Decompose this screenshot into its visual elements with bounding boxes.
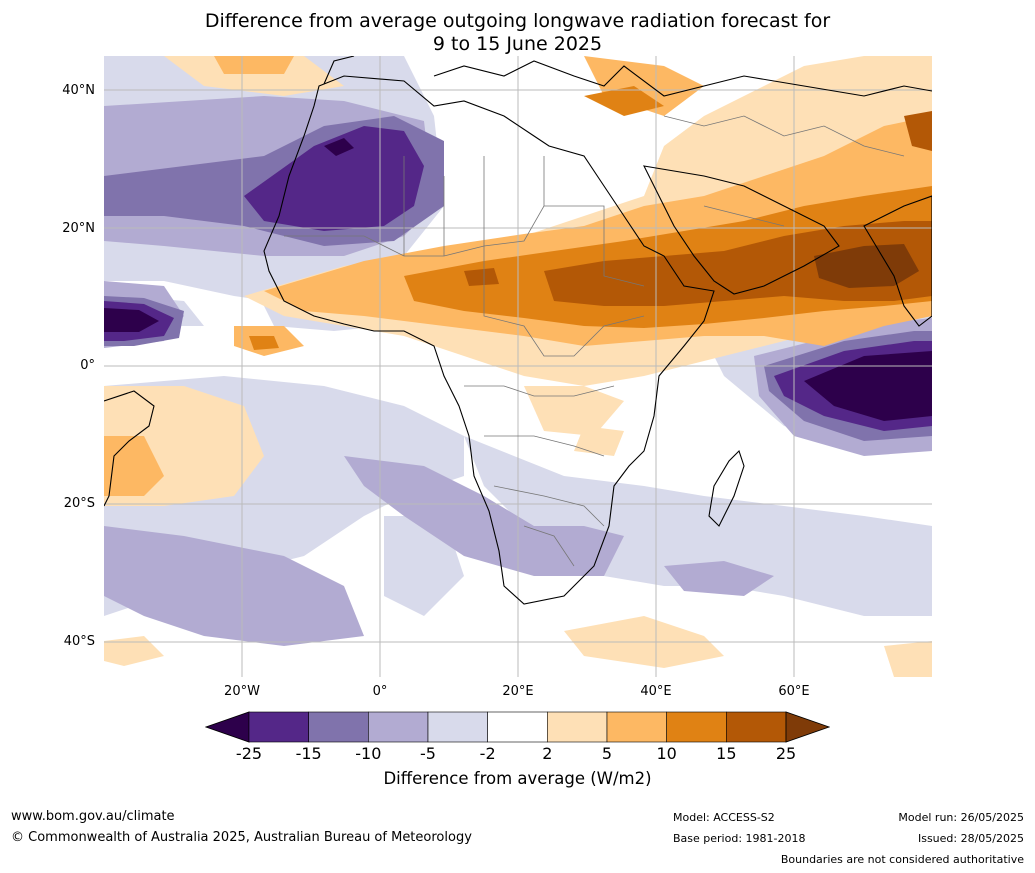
lon-label-60e: 60°E [778,684,810,699]
footer-copyright: © Commonwealth of Australia 2025, Austra… [11,830,472,845]
colorbar-tick-label: 10 [656,744,677,763]
title-line-1: Difference from average outgoing longwav… [204,10,831,32]
colorbar-tick-label: -2 [479,744,496,763]
lon-label-20e: 20°E [502,684,534,699]
madagascar-coastline [708,449,745,527]
lat-label-20s: 20°S [63,496,95,511]
colorbar-segment [666,711,727,743]
colorbar-label: Difference from average (W/m2) [383,769,652,788]
anomaly-brown [464,111,932,306]
colorbar-segment [368,711,429,743]
anomaly-extreme-brown [814,244,919,288]
lon-label-40e: 40°E [640,684,672,699]
lat-label-0: 0° [80,358,95,373]
lon-label-0: 0° [372,684,388,699]
footer-boundaries-note: Boundaries are not considered authoritat… [780,853,1024,866]
colorbar [205,711,830,743]
arabia-coastline [643,165,840,295]
colorbar-tick-label: 15 [716,744,737,763]
country-borders [284,115,905,567]
map-grid [104,56,932,677]
lat-label-40n: 40°N [62,83,95,98]
india-coastline [863,195,932,327]
colorbar-arrow-low [205,711,250,743]
olr-anomaly-map [104,56,932,677]
footer-base-period: Base period: 1981-2018 [673,832,806,845]
colorbar-segment [487,711,548,743]
colorbar-segment [606,711,667,743]
colorbar-tick-label: -25 [235,744,263,763]
lat-label-20n: 20°N [62,221,95,236]
colorbar-tick-label: 2 [542,744,553,763]
colorbar-tick-label: 25 [775,744,797,763]
colorbar-tick-label: -5 [420,744,436,763]
lat-label-40s: 40°S [63,634,95,649]
colorbar-tick-label: 5 [601,744,613,763]
europe-coastline [323,56,932,97]
colorbar-arrow-high [785,711,830,743]
footer-issued: Issued: 28/05/2025 [917,832,1024,845]
footer-website: www.bom.gov.au/climate [11,809,175,824]
africa-coastline [263,75,715,605]
colorbar-tick-label: -10 [355,744,382,763]
footer-model: Model: ACCESS-S2 [673,811,775,824]
coastlines [104,56,932,605]
colorbar-tick-label: -15 [295,744,322,763]
colorbar-segment [427,711,488,743]
colorbar-segment [308,711,369,743]
chart-title: Difference from average outgoing longwav… [0,10,1035,56]
colorbar-segment [726,711,787,743]
colorbar-segment [248,711,309,743]
title-line-2: 9 to 15 June 2025 [432,33,603,55]
footer-model-run: Model run: 26/05/2025 [898,811,1024,824]
map-canvas [104,56,932,677]
colorbar-segment [547,711,608,743]
anomaly-extreme-purple [104,138,932,421]
lon-label-20w: 20°W [224,684,260,699]
south-america-coastline [104,390,155,507]
